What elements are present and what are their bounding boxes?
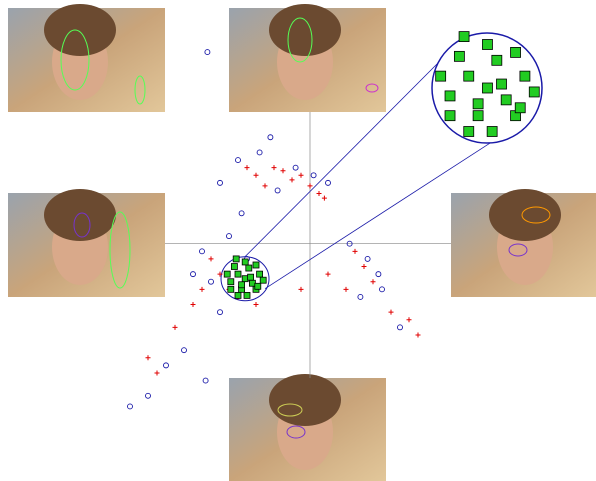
point [217,271,223,277]
zoom-guide [244,61,440,257]
point [127,403,133,410]
point [253,302,259,308]
point [352,248,358,254]
point [397,324,403,331]
face-image [229,374,386,481]
point [316,191,322,197]
point [379,286,385,293]
zoom-point [463,126,475,137]
face-image [8,189,165,297]
point [234,292,242,299]
point [298,172,304,178]
point [343,286,349,292]
point [361,264,367,270]
point [199,248,205,255]
point [163,362,169,369]
zoom-point [528,86,540,98]
point [252,261,260,269]
point [238,210,245,217]
point [241,258,249,266]
point [325,271,331,277]
zoom-point [472,98,484,110]
zoom-point [486,126,498,137]
point [190,271,196,278]
point [232,255,240,263]
point [190,302,196,308]
zoom-point [500,94,512,106]
point [244,165,250,171]
point [247,273,255,281]
point [243,292,251,299]
point [238,281,246,289]
point [234,270,242,278]
point [208,256,214,262]
zoom-point [435,70,447,82]
zoom-point [510,47,521,58]
zoom-point [444,110,456,122]
zoom-point [463,70,475,82]
point [271,165,277,171]
face-image [229,4,386,112]
point [267,134,274,141]
point [280,168,286,174]
point [388,309,394,315]
face-images [8,4,596,481]
point [226,233,232,240]
zoom-point [453,50,465,62]
point [274,187,281,194]
point [415,332,421,338]
zoom-point [514,102,526,114]
point [208,278,214,285]
point [256,149,263,156]
point [307,183,313,189]
zoom-point [444,90,456,102]
plot [127,31,543,410]
point [370,279,376,285]
point [262,183,268,189]
point [310,172,317,179]
point [145,355,151,361]
point [227,278,235,286]
point [217,309,223,316]
zoom-point [482,39,493,50]
zoom-point [496,78,507,90]
point [406,317,412,323]
point [217,179,223,186]
point [145,392,151,399]
point [289,177,295,183]
zoom-point [519,70,531,82]
zoom-point [482,82,493,94]
point [227,285,235,293]
point [202,377,209,384]
point [292,164,299,171]
point [199,286,205,292]
point [235,157,241,164]
point [375,271,382,278]
point [256,270,264,278]
point [364,255,371,262]
zoom-point [472,110,484,122]
point [357,293,364,300]
point [298,286,304,292]
point [154,370,160,376]
point [230,263,238,270]
point [259,276,267,284]
face-image [8,4,165,112]
point [172,324,178,330]
point [245,264,253,272]
point [325,179,331,186]
point [253,172,259,178]
point [223,270,231,278]
point [181,347,187,354]
point [321,195,327,201]
face-image [451,189,596,297]
point [204,49,211,56]
zoom-point [491,54,503,66]
zoom-point [458,31,470,42]
point [346,240,353,247]
point [254,282,262,290]
